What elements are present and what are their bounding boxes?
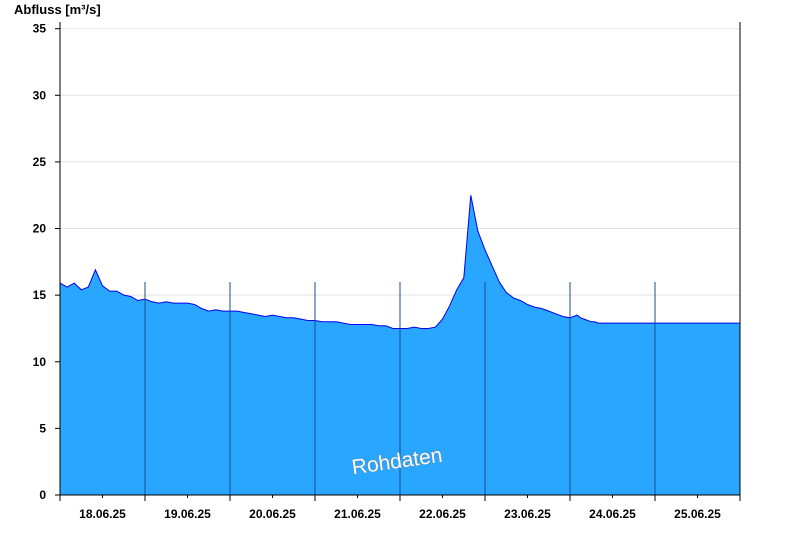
x-tick-label: 22.06.25 bbox=[419, 507, 466, 521]
y-tick-label: 10 bbox=[33, 355, 47, 369]
x-tick-label: 24.06.25 bbox=[589, 507, 636, 521]
x-tick-label: 23.06.25 bbox=[504, 507, 551, 521]
y-tick-label: 35 bbox=[33, 22, 47, 36]
x-tick-label: 21.06.25 bbox=[334, 507, 381, 521]
y-ticks: 0 5 10 15 20 25 30 35 bbox=[33, 22, 60, 502]
x-ticks: 18.06.25 19.06.25 20.06.25 21.06.25 22.06.25… bbox=[59, 495, 741, 521]
y-tick-label: 25 bbox=[33, 155, 47, 169]
day-separators bbox=[144, 282, 656, 495]
discharge-line bbox=[59, 195, 740, 329]
x-tick-label: 20.06.25 bbox=[249, 507, 296, 521]
y-tick-label: 0 bbox=[39, 488, 46, 502]
x-tick-label: 25.06.25 bbox=[674, 507, 721, 521]
x-tick-label: 19.06.25 bbox=[164, 507, 211, 521]
y-axis-title: Abfluss [m³/s] bbox=[14, 2, 101, 17]
y-tick-label: 15 bbox=[33, 288, 47, 302]
y-tick-label: 20 bbox=[33, 222, 47, 236]
y-tick-label: 5 bbox=[39, 421, 46, 435]
y-tick-label: 30 bbox=[33, 88, 47, 102]
x-tick-label: 18.06.25 bbox=[79, 507, 126, 521]
